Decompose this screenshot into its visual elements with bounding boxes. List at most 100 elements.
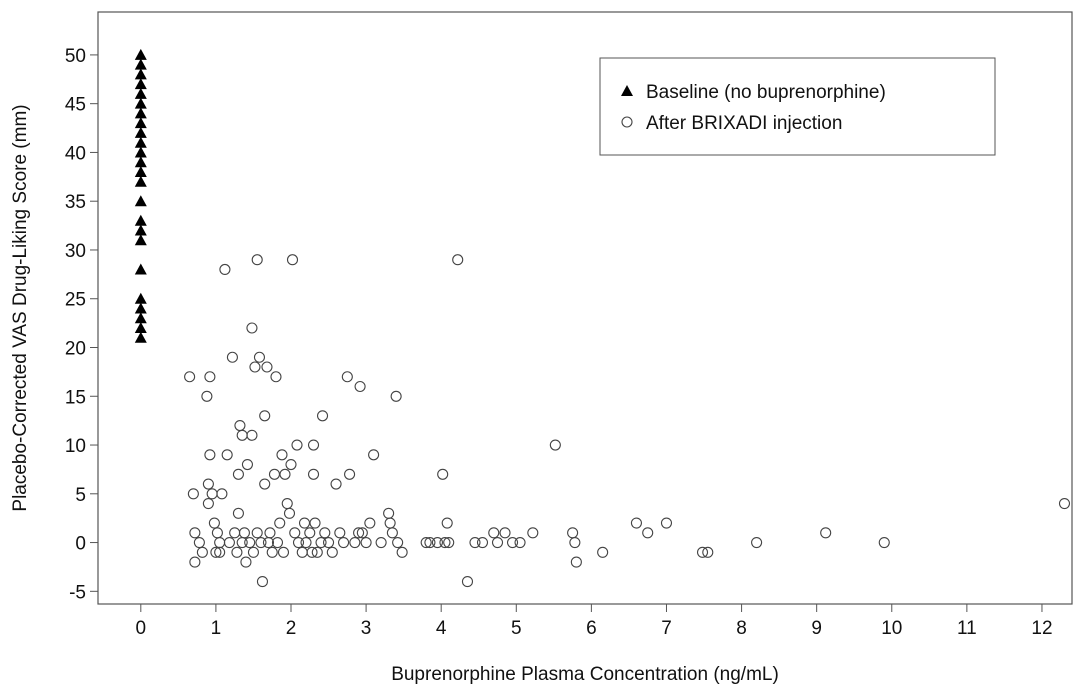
y-tick-label: 0 [75,534,86,555]
data-point [253,351,266,363]
data-point [368,449,380,461]
data-point [134,117,147,129]
data-point [311,546,323,558]
y-tick-label: 50 [65,46,86,67]
data-point [375,537,387,549]
data-point [204,371,216,383]
data-point [241,458,253,471]
data-point [286,254,299,266]
data-point [751,537,763,549]
data-point [211,527,223,539]
legend-marker [621,116,633,128]
data-point [569,537,581,549]
x-tick-label: 1 [211,618,222,639]
data-point [289,527,301,539]
data-point [134,331,147,343]
data-point [642,527,654,539]
legend-label: Baseline (no buprenorphine) [646,82,886,103]
legend-label: After BRIXADI injection [646,113,842,134]
data-point [229,527,241,539]
legend-marker [621,85,633,96]
data-point [187,488,199,500]
data-point [420,537,432,549]
data-point [702,546,714,558]
data-point [206,488,218,500]
data-point [304,527,316,539]
data-point [307,468,320,480]
data-point [240,556,252,568]
data-point [268,468,281,480]
data-point [134,292,147,304]
data-point [356,527,368,539]
data-point [134,97,147,109]
data-point [386,527,398,539]
data-point [208,517,220,529]
data-point [499,527,511,539]
data-point [202,478,214,490]
x-tick-label: 9 [811,618,822,639]
x-tick-label: 0 [136,618,147,639]
x-tick-label: 2 [286,618,297,639]
x-tick-label: 10 [881,618,902,639]
data-point [315,537,327,549]
data-point [344,468,356,480]
data-point [259,478,271,490]
data-point [431,537,443,549]
data-point [452,254,464,266]
data-point [255,537,267,549]
data-point [291,439,303,451]
data-point [231,546,243,558]
data-point [134,68,147,80]
data-point [261,361,273,373]
y-tick-label: 10 [65,436,86,457]
data-point [353,527,365,539]
x-tick-label: 5 [511,618,522,639]
data-point [226,351,238,363]
data-point [316,410,329,422]
data-point [514,537,526,549]
data-point [279,468,291,480]
data-point [251,527,263,539]
data-point [251,254,263,266]
data-point [223,537,235,549]
y-tick-label: 35 [65,192,86,213]
data-point [319,527,331,539]
data-point [134,136,147,148]
data-point [134,78,147,90]
data-point [196,546,208,558]
data-point [216,488,228,500]
data-point [506,537,519,549]
data-point [390,390,402,402]
data-point [189,527,201,539]
data-point [306,546,318,558]
data-point [134,107,147,119]
data-point [300,537,312,549]
data-point [488,527,500,539]
data-point [214,537,226,549]
y-tick-label: 5 [75,485,86,506]
data-point [820,527,832,539]
data-point [189,556,201,568]
data-point [204,449,216,461]
data-point [210,546,222,558]
data-point [476,537,489,549]
data-point [334,527,346,539]
data-point [549,439,561,451]
data-point [214,546,226,558]
data-point [232,507,244,519]
data-point [247,546,259,558]
x-tick-label: 11 [957,618,977,639]
plot-frame [97,11,1073,605]
data-point [134,48,147,60]
data-point [527,527,539,539]
data-point [364,517,376,529]
x-tick-label: 4 [436,618,447,639]
data-point [134,126,147,138]
data-point [259,410,271,422]
data-point [134,234,147,246]
x-tick-label: 7 [661,618,672,639]
data-point [296,546,308,558]
x-tick-label: 6 [586,618,597,639]
data-point [134,87,147,99]
